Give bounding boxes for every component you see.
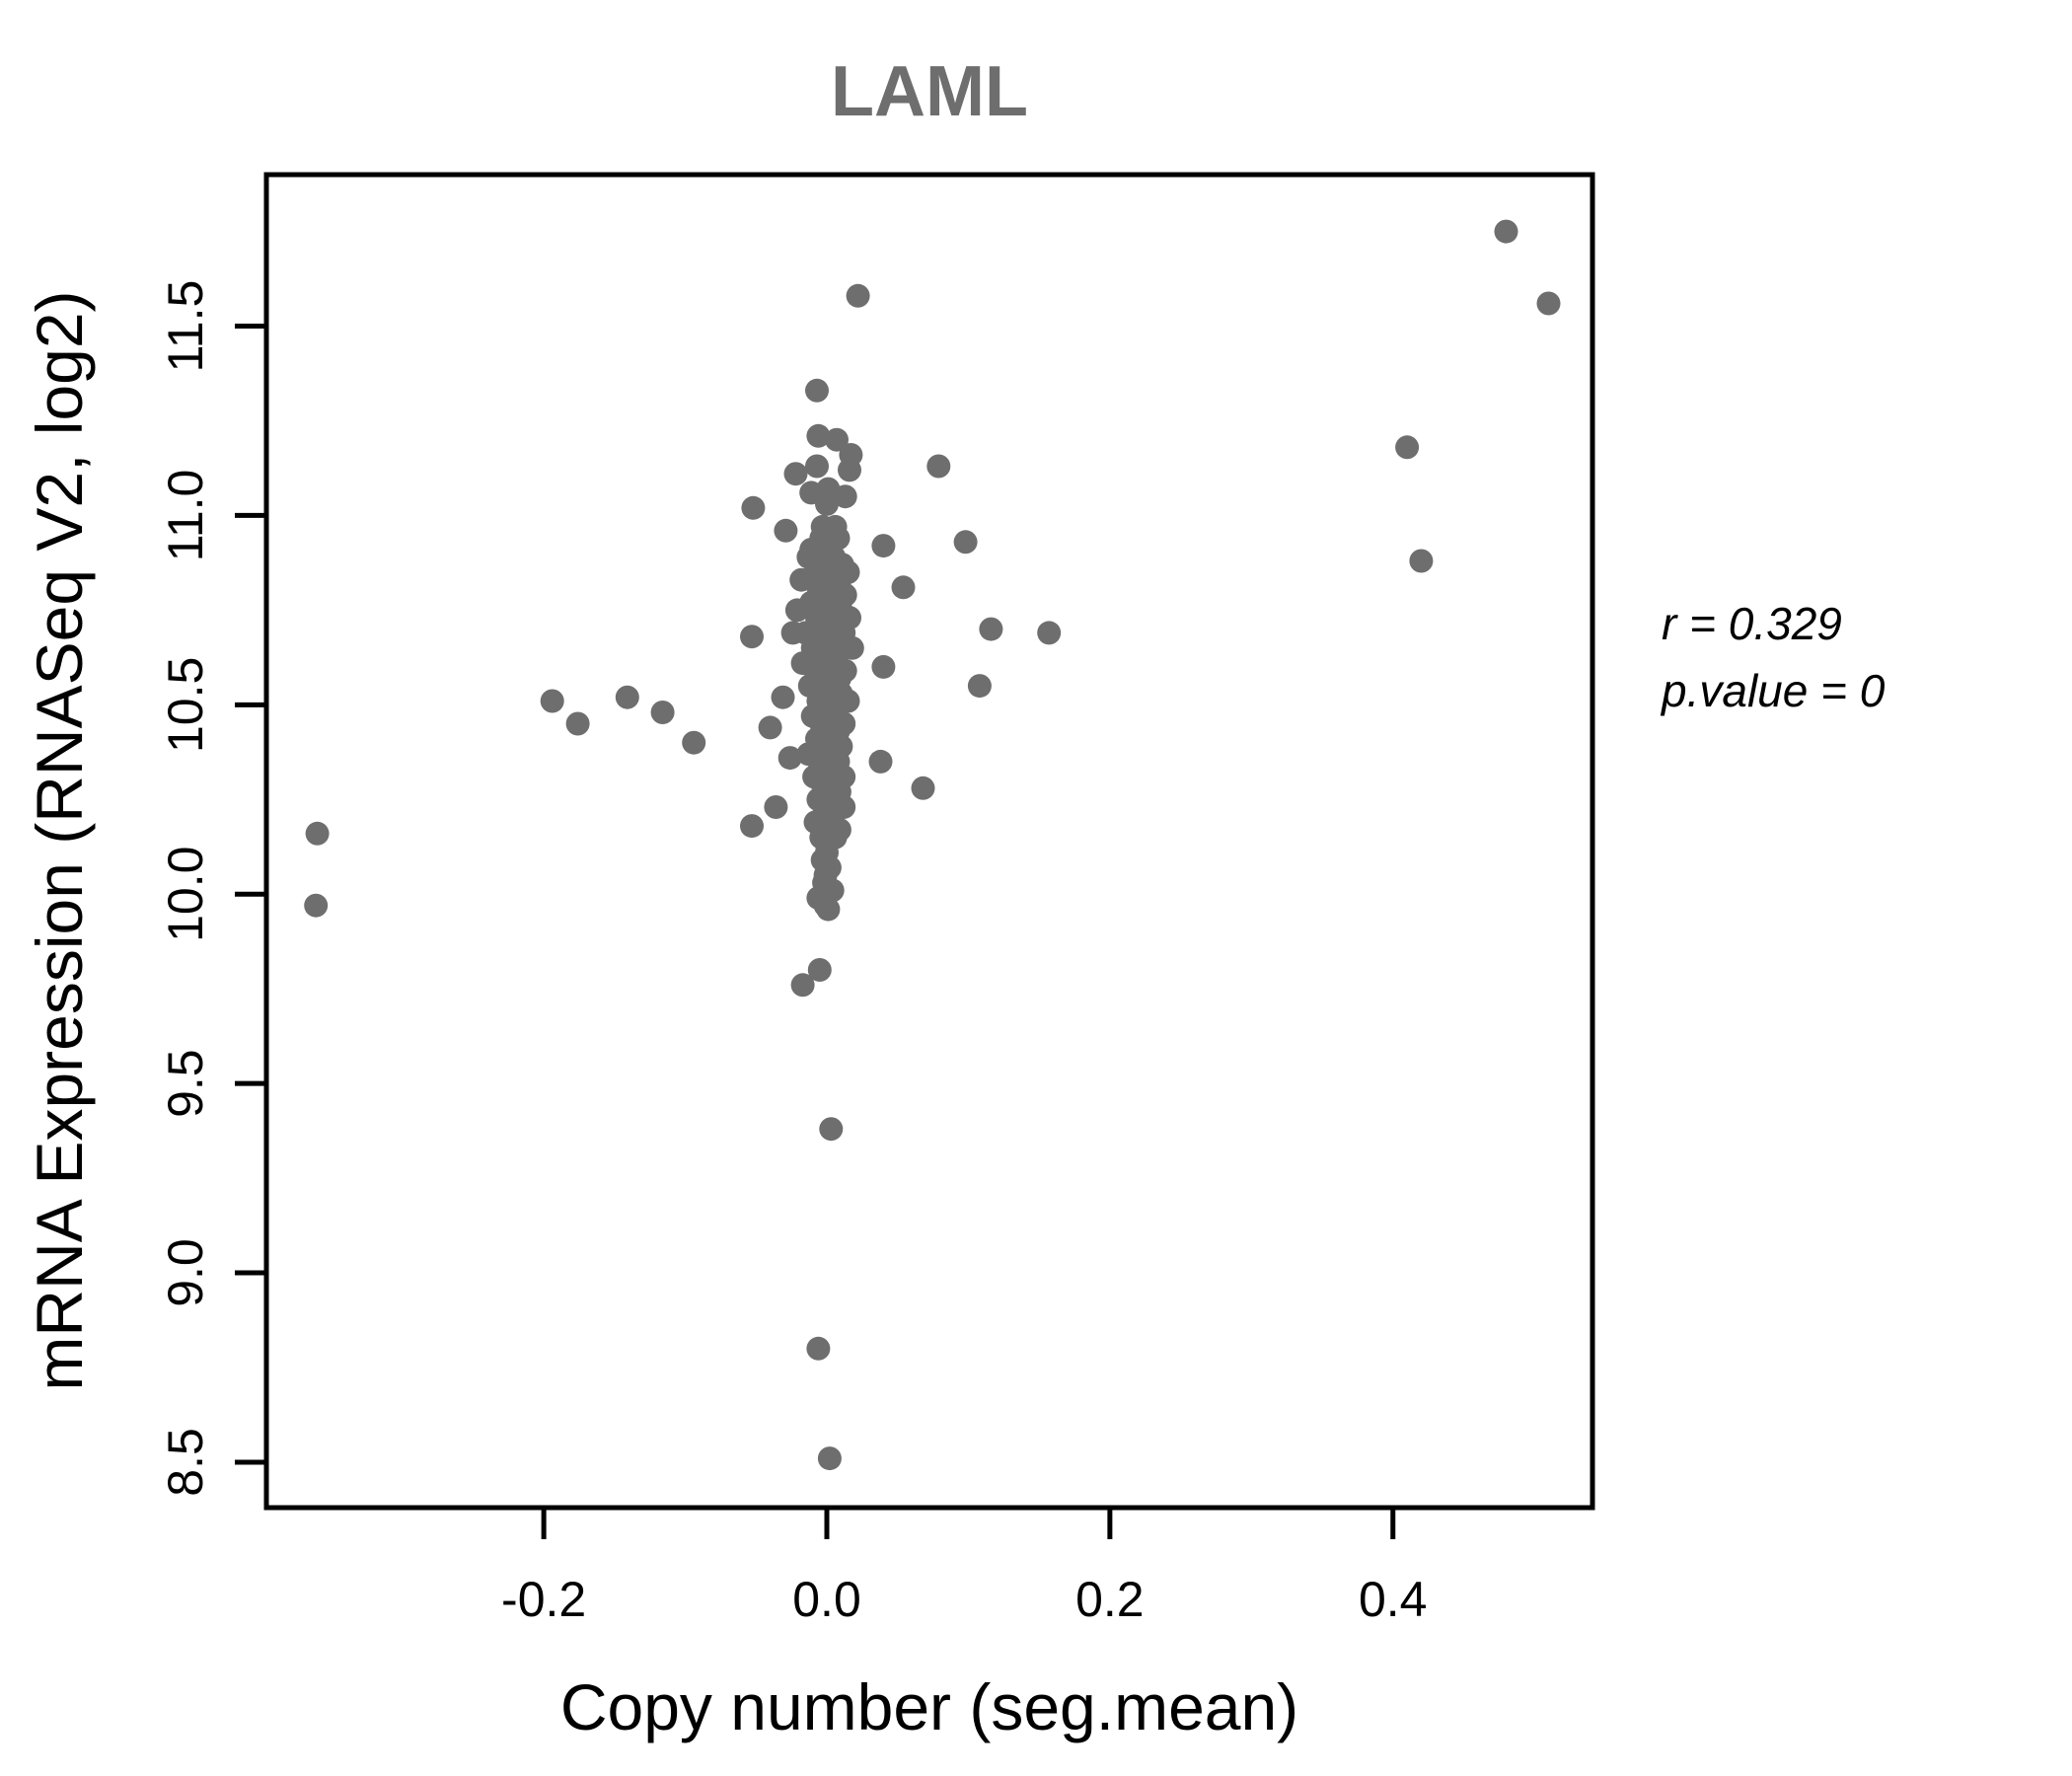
plot-box (263, 172, 1595, 1511)
data-point (979, 617, 1003, 641)
data-point (806, 423, 831, 448)
data-point (615, 685, 639, 709)
data-point (1395, 435, 1420, 460)
x-tick-label: 0.4 (1359, 1572, 1428, 1627)
x-axis-label: Copy number (seg.mean) (559, 1670, 1299, 1743)
data-point (871, 534, 896, 558)
data-point (1536, 291, 1561, 316)
data-point (817, 1446, 842, 1471)
x-tick-label: -0.2 (501, 1572, 586, 1627)
data-point (891, 575, 916, 600)
correlation-annotation: r = 0.329 p.value = 0 (1662, 590, 1885, 724)
data-point (825, 427, 849, 452)
data-point (650, 701, 675, 724)
data-point (819, 1117, 844, 1142)
data-point (805, 378, 829, 403)
data-point (682, 730, 706, 755)
data-point (758, 715, 782, 740)
data-point (833, 484, 857, 509)
p-value-text: p.value = 0 (1662, 665, 1886, 716)
data-point (1494, 219, 1518, 244)
y-tick-label: 11.5 (158, 280, 213, 373)
x-tick-label: 0.0 (792, 1572, 861, 1627)
y-tick-label: 10.5 (158, 657, 213, 753)
data-point (871, 654, 896, 679)
y-tick-label: 10.0 (158, 847, 213, 942)
y-tick-label: 8.5 (158, 1428, 213, 1497)
correlation-r-text: r = 0.329 (1662, 598, 1842, 649)
data-point (540, 689, 564, 713)
y-tick-label: 11.0 (158, 470, 213, 562)
data-point (926, 454, 951, 479)
data-point (565, 711, 590, 736)
data-point (305, 821, 330, 846)
data-point (815, 491, 839, 516)
data-point (764, 795, 788, 819)
data-point (1409, 549, 1434, 573)
data-point (816, 897, 841, 922)
data-point (304, 893, 329, 918)
data-point (911, 776, 935, 800)
data-point (771, 685, 795, 709)
data-point (1037, 621, 1062, 645)
data-point (741, 495, 766, 520)
data-point (868, 749, 893, 774)
y-tick-label: 9.5 (158, 1049, 213, 1118)
data-point (790, 973, 815, 998)
data-point (740, 814, 764, 839)
data-point (783, 462, 808, 486)
data-point (953, 530, 978, 555)
data-point (784, 598, 809, 623)
y-axis-label: mRNA Expression (RNASeq V2, log2) (23, 290, 96, 1391)
data-point (838, 458, 861, 482)
data-point (740, 625, 764, 649)
data-point (774, 518, 798, 543)
data-point (805, 454, 829, 479)
data-point (967, 674, 992, 699)
y-tick-label: 9.0 (158, 1238, 213, 1307)
data-point (806, 1336, 831, 1361)
data-point (807, 958, 832, 982)
x-tick-label: 0.2 (1075, 1572, 1145, 1627)
data-point (777, 746, 802, 771)
data-point (846, 283, 870, 308)
plot-title: LAML (831, 52, 1028, 131)
